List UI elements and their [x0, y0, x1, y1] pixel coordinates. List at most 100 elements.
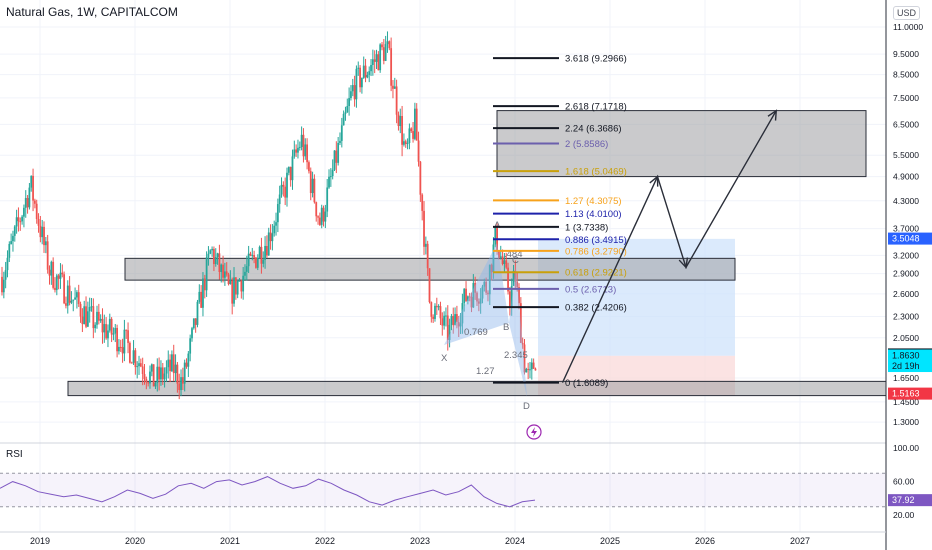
candle-body — [434, 305, 436, 319]
candle-body — [527, 368, 530, 370]
candle-body — [43, 226, 45, 246]
pattern-label: A — [494, 220, 501, 231]
candle-body — [222, 264, 224, 278]
candle-body — [454, 314, 456, 326]
pattern-label: 0.769 — [464, 327, 488, 338]
y-tick: 1.4500 — [893, 397, 919, 407]
y-tick: 1.3000 — [893, 417, 919, 427]
fib-label: 0.382 (2.4206) — [565, 303, 627, 314]
candle-body — [311, 178, 314, 194]
candle-body — [373, 59, 376, 62]
candle-body — [23, 207, 25, 217]
candle-body — [324, 211, 327, 222]
candle-body — [401, 116, 403, 145]
candle-body — [320, 207, 323, 225]
candle-body — [108, 318, 111, 331]
candle-body — [370, 64, 372, 72]
candle-body — [488, 264, 491, 295]
candle-body — [384, 44, 387, 61]
candle-body — [185, 362, 188, 367]
candle-body — [74, 297, 76, 300]
candle-body — [118, 346, 120, 352]
candle-body — [134, 350, 137, 368]
candle-body — [97, 311, 100, 321]
rsi-line — [0, 476, 536, 508]
candle-body — [508, 291, 511, 307]
rsi-tick: 60.00 — [893, 477, 915, 487]
rsi-band — [0, 473, 886, 507]
pattern-label: .484 — [504, 249, 523, 260]
y-tick: 8.5000 — [893, 70, 919, 80]
candle-body — [191, 328, 193, 339]
candle-body — [421, 194, 424, 211]
candle-body — [439, 306, 442, 319]
price-label-bg — [888, 360, 932, 373]
candle-body — [386, 41, 389, 45]
fib-label: 0.886 (3.4915) — [565, 235, 627, 246]
candle-body — [390, 48, 393, 86]
candle-body — [461, 303, 464, 324]
candle-body — [132, 350, 135, 363]
zone-2 — [67, 380, 887, 397]
candle-body — [114, 327, 117, 334]
candle-body — [381, 44, 383, 48]
y-tick: 6.5000 — [893, 119, 919, 129]
candle-body — [280, 184, 283, 195]
candle-body — [445, 315, 447, 317]
lightning-glyph — [531, 427, 537, 437]
candle-body — [437, 306, 440, 308]
candle-body — [63, 274, 66, 304]
candle-body — [273, 225, 276, 234]
candle-body — [88, 307, 91, 312]
candle-body — [70, 300, 73, 303]
fib-label: 0.786 (3.2790) — [565, 246, 627, 257]
candle-body — [331, 169, 334, 177]
candle-body — [342, 113, 345, 126]
candle-body — [476, 292, 478, 302]
candle-body — [450, 315, 453, 325]
candle-body — [119, 346, 122, 348]
candle-body — [487, 292, 489, 295]
candle-body — [96, 311, 98, 325]
candle-body — [37, 218, 40, 226]
candle-body — [406, 142, 409, 145]
candle-body — [107, 330, 109, 339]
candle-body — [534, 368, 537, 371]
candle-body — [410, 128, 413, 132]
candle-body — [269, 232, 272, 242]
candle-body — [105, 324, 108, 339]
candle-body — [364, 65, 367, 78]
candle-body — [353, 85, 356, 100]
chart-title: Natural Gas, 1W, CAPITALCOM — [6, 5, 178, 19]
y-tick: 2.3000 — [893, 312, 919, 322]
candle-body — [507, 267, 509, 292]
candle-body — [52, 261, 55, 288]
candle-body — [158, 366, 161, 380]
candle-body — [417, 140, 420, 162]
candle-body — [171, 354, 173, 372]
candle-body — [123, 329, 126, 354]
candle-body — [92, 306, 95, 329]
candle-body — [339, 140, 341, 143]
candle-body — [32, 175, 34, 201]
candle-body — [514, 270, 517, 282]
candle-body — [466, 296, 469, 301]
candle-body — [163, 373, 166, 380]
y-tick: 2.9000 — [893, 269, 919, 279]
arrow-head — [678, 257, 689, 269]
candle-body — [519, 303, 522, 343]
candle-body — [136, 366, 139, 368]
rsi-pane: RSI 100.00 60.00 20.00 37.92 — [0, 442, 932, 520]
currency-button[interactable]: USD — [893, 6, 921, 20]
fib-label: 2.24 (6.3686) — [565, 124, 622, 135]
candle-body — [275, 222, 277, 226]
projection-path — [561, 110, 777, 383]
candle-body — [525, 368, 528, 373]
candle-body — [128, 342, 131, 363]
candle-body — [258, 246, 261, 259]
candle-body — [19, 221, 22, 223]
candle-body — [160, 367, 162, 380]
candle-body — [465, 288, 467, 301]
